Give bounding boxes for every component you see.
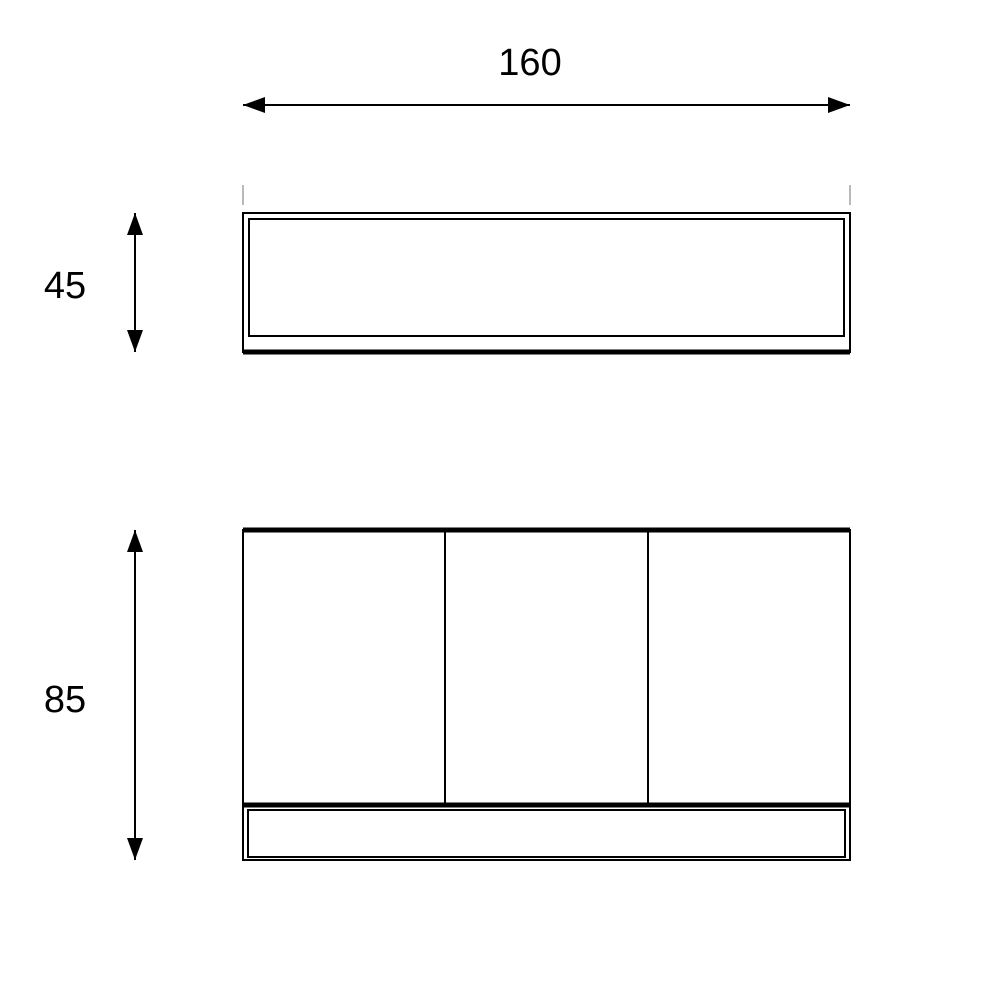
- front-view: [243, 530, 850, 860]
- dimension-width: [243, 105, 850, 205]
- technical-drawing: 160 45 85: [0, 0, 1000, 1000]
- dimension-width-label: 160: [498, 42, 561, 84]
- top-view: [243, 213, 850, 352]
- dimension-depth-label: 45: [44, 265, 86, 307]
- dimension-height-label: 85: [44, 679, 86, 721]
